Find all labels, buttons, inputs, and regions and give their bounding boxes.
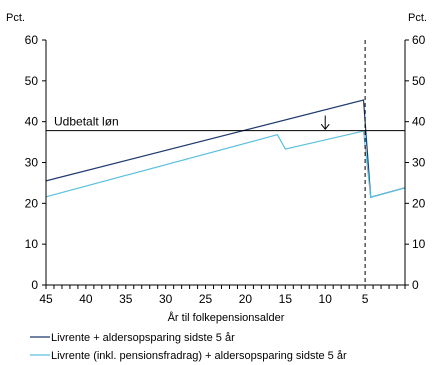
udbetalt-loen-label: Udbetalt løn xyxy=(54,115,119,129)
series-line-1 xyxy=(45,130,406,198)
series-layer xyxy=(45,99,406,198)
y-tick-label-left: 50 xyxy=(25,74,39,88)
x-tick-label: 40 xyxy=(79,292,93,306)
y-tick-label-left: 30 xyxy=(25,156,39,170)
y-tick-label-left: 0 xyxy=(31,278,38,292)
reference-lines: Udbetalt løn xyxy=(46,40,405,285)
x-tick-label: 30 xyxy=(159,292,173,306)
x-tick-label: 20 xyxy=(239,292,253,306)
y-tick-label-right: 50 xyxy=(412,74,426,88)
y-tick-label-right: 40 xyxy=(412,115,426,129)
axes: 0 0 10 10 20 20 30 30 40 40 50 50 60 60 45 40 35 30 25 20 15… xyxy=(25,33,426,306)
x-tick-label: 15 xyxy=(279,292,293,306)
x-tick-label: 10 xyxy=(319,292,333,306)
arrow-head xyxy=(320,123,330,131)
left-unit-label: Pct. xyxy=(6,12,25,24)
x-axis-title: År til folkepensionsalder xyxy=(168,311,285,324)
y-tick-label-right: 60 xyxy=(412,33,426,47)
y-tick-label-right: 0 xyxy=(412,278,419,292)
x-tick-label: 5 xyxy=(362,292,369,306)
x-tick-label: 35 xyxy=(119,292,133,306)
y-tick-label-left: 10 xyxy=(25,237,39,251)
y-tick-label-left: 20 xyxy=(25,196,39,210)
x-tick-label: 45 xyxy=(39,292,53,306)
y-tick-label-left: 60 xyxy=(25,33,39,47)
y-tick-label-right: 20 xyxy=(412,196,426,210)
legend-label-livrente-aldersopsparing: Livrente + aldersopsparing sidste 5 år xyxy=(51,332,235,344)
x-tick-label: 25 xyxy=(199,292,213,306)
legend-label-livrente-inkl-pensionsfradrag: Livrente (inkl. pensionsfradrag) + alder… xyxy=(51,350,347,362)
right-unit-label: Pct. xyxy=(408,12,427,24)
y-tick-label-left: 40 xyxy=(25,115,39,129)
y-tick-label-right: 10 xyxy=(412,237,426,251)
legend: Livrente + aldersopsparing sidste 5 år L… xyxy=(30,332,347,362)
y-tick-label-right: 30 xyxy=(412,156,426,170)
